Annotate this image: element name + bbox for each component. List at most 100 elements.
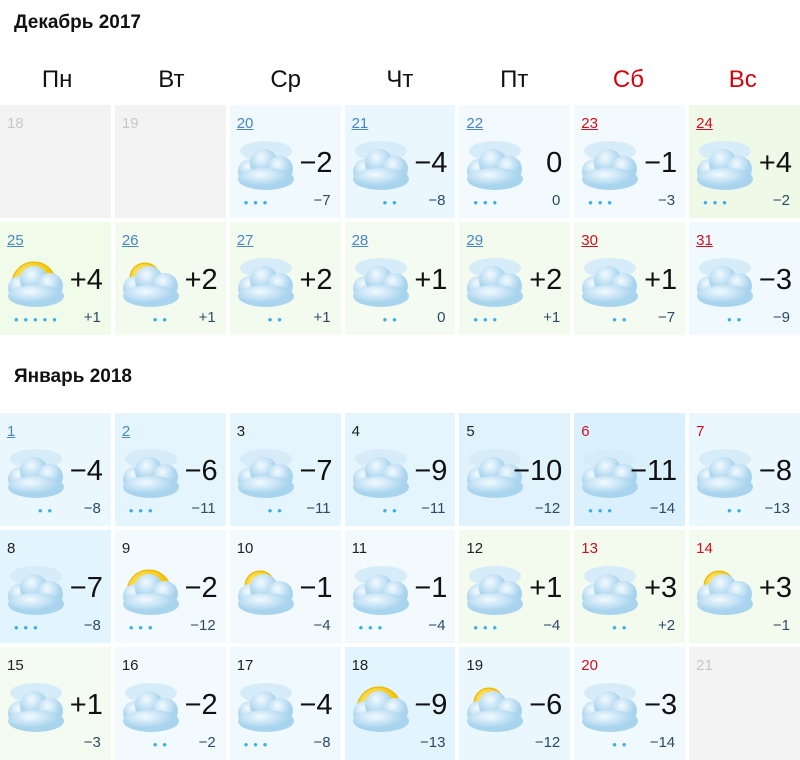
day-date[interactable]: 20	[236, 115, 254, 132]
cloud-icon	[578, 679, 642, 735]
day-date[interactable]: 21	[351, 115, 369, 132]
day-date[interactable]: 1	[7, 423, 16, 440]
night-temperature: −7	[313, 192, 331, 209]
day-cell[interactable]: 2 −6 −11 •••	[114, 413, 226, 526]
day-cell[interactable]: 16 −2 −2 ••	[114, 647, 226, 760]
day-cell[interactable]: 12 +1 −4 •••	[459, 530, 571, 643]
day-temperature: +4	[758, 147, 792, 179]
snow-precipitation-icon: ••	[267, 312, 287, 327]
day-date: 3	[236, 423, 246, 440]
day-temperature: −7	[69, 572, 103, 604]
day-temperature: −7	[299, 455, 333, 487]
day-cell[interactable]: 26 +2 +1 ••	[114, 222, 226, 335]
day-cell[interactable]: 29 +2 +1 •••	[459, 222, 571, 335]
cloud-icon	[349, 254, 413, 310]
day-date[interactable]: 2	[121, 423, 131, 440]
night-temperature: −8	[313, 734, 331, 751]
cloud-icon	[693, 445, 757, 501]
snow-precipitation-icon: •••	[14, 620, 43, 635]
day-cell[interactable]: 31 −3 −9 ••	[689, 222, 800, 335]
day-temperature: +3	[758, 572, 792, 604]
cloud-icon	[4, 445, 68, 501]
day-cell[interactable]: 4 −9 −11 ••	[344, 413, 456, 526]
night-temperature: +2	[658, 617, 676, 634]
day-cell[interactable]: 5 −10 −12	[459, 413, 571, 526]
day-cell[interactable]: 13 +3 +2 ••	[574, 530, 686, 643]
day-date: 4	[351, 423, 360, 440]
night-temperature: −4	[313, 617, 331, 634]
day-date[interactable]: 27	[236, 232, 254, 249]
night-temperature: −12	[534, 500, 561, 517]
partial-sun-cloud-icon	[234, 562, 298, 618]
day-date: 18	[7, 115, 24, 132]
snow-precipitation-icon: ••	[727, 503, 747, 518]
snow-precipitation-icon: •••	[128, 620, 158, 635]
day-cell[interactable]: 10 −1 −4	[229, 530, 341, 643]
day-cell: 19	[114, 105, 226, 218]
partial-sun-cloud-icon	[693, 562, 757, 618]
night-temperature: −9	[772, 309, 790, 326]
day-cell[interactable]: 21 −4 −8 ••	[344, 105, 456, 218]
day-cell[interactable]: 28 +1 0 ••	[344, 222, 456, 335]
day-date: 6	[581, 423, 590, 440]
cloud-icon	[119, 679, 183, 735]
snow-precipitation-icon: ••	[38, 503, 58, 518]
snow-precipitation-icon: ••	[612, 737, 632, 752]
day-cell[interactable]: 6 −11 −14 •••	[574, 413, 686, 526]
snow-precipitation-icon: ••	[152, 312, 172, 327]
day-temperature: +1	[529, 572, 563, 604]
night-temperature: −11	[306, 500, 331, 517]
day-cell[interactable]: 24 +4 −2 •••	[689, 105, 800, 218]
weekday-tue: Вт	[158, 66, 185, 93]
day-date[interactable]: 25	[7, 232, 24, 249]
cloud-icon	[578, 445, 642, 501]
day-date[interactable]: 22	[466, 115, 484, 132]
snow-precipitation-icon: •••	[243, 195, 273, 210]
day-temperature: −2	[184, 689, 218, 721]
night-temperature: −12	[534, 734, 561, 751]
day-temperature: −3	[758, 264, 792, 296]
day-cell[interactable]: 19 −6 −12	[459, 647, 571, 760]
day-cell[interactable]: 25 +4 +1 •••••	[0, 222, 111, 335]
day-cell[interactable]: 30 +1 −7 ••	[574, 222, 686, 335]
day-cell[interactable]: 15 +1 −3	[0, 647, 111, 760]
day-cell[interactable]: 17 −4 −8 •••	[229, 647, 341, 760]
month-title-december: Декабрь 2017	[14, 12, 141, 33]
day-date[interactable]: 30	[581, 232, 598, 249]
cloud-icon	[463, 445, 527, 501]
day-cell[interactable]: 20 −2 −7 •••	[229, 105, 341, 218]
day-cell[interactable]: 23 −1 −3 •••	[574, 105, 686, 218]
day-cell[interactable]: 18 −9 −13	[344, 647, 456, 760]
day-date[interactable]: 24	[696, 115, 713, 132]
day-cell[interactable]: 14 +3 −1	[689, 530, 800, 643]
day-cell[interactable]: 7 −8 −13 ••	[689, 413, 800, 526]
day-cell[interactable]: 22 0 0 •••	[459, 105, 571, 218]
cloud-icon	[578, 254, 642, 310]
cloud-icon	[234, 254, 298, 310]
day-cell[interactable]: 1 −4 −8 ••	[0, 413, 111, 526]
day-cell: 18	[0, 105, 111, 218]
day-date[interactable]: 29	[466, 232, 484, 249]
day-temperature: +2	[299, 264, 333, 296]
day-date[interactable]: 23	[581, 115, 598, 132]
cloud-icon	[463, 562, 527, 618]
night-temperature: −1	[772, 617, 790, 634]
day-date: 13	[581, 540, 598, 557]
partial-sun-cloud-icon	[463, 679, 527, 735]
day-cell[interactable]: 27 +2 +1 ••	[229, 222, 341, 335]
snow-precipitation-icon: ••	[382, 503, 402, 518]
day-date[interactable]: 26	[121, 232, 139, 249]
day-date[interactable]: 28	[351, 232, 369, 249]
day-date[interactable]: 31	[696, 232, 713, 249]
day-cell[interactable]: 3 −7 −11 ••	[229, 413, 341, 526]
day-cell[interactable]: 20 −3 −14 ••	[574, 647, 686, 760]
day-cell[interactable]: 11 −1 −4 •••	[344, 530, 456, 643]
day-cell[interactable]: 9 −2 −12 •••	[114, 530, 226, 643]
day-cell[interactable]: 8 −7 −8 •••	[0, 530, 111, 643]
cloud-icon	[693, 254, 757, 310]
night-temperature: −3	[83, 734, 101, 751]
night-temperature: +1	[198, 309, 216, 326]
day-date: 14	[696, 540, 713, 557]
cloud-icon	[234, 445, 298, 501]
day-temperature: +1	[69, 689, 103, 721]
